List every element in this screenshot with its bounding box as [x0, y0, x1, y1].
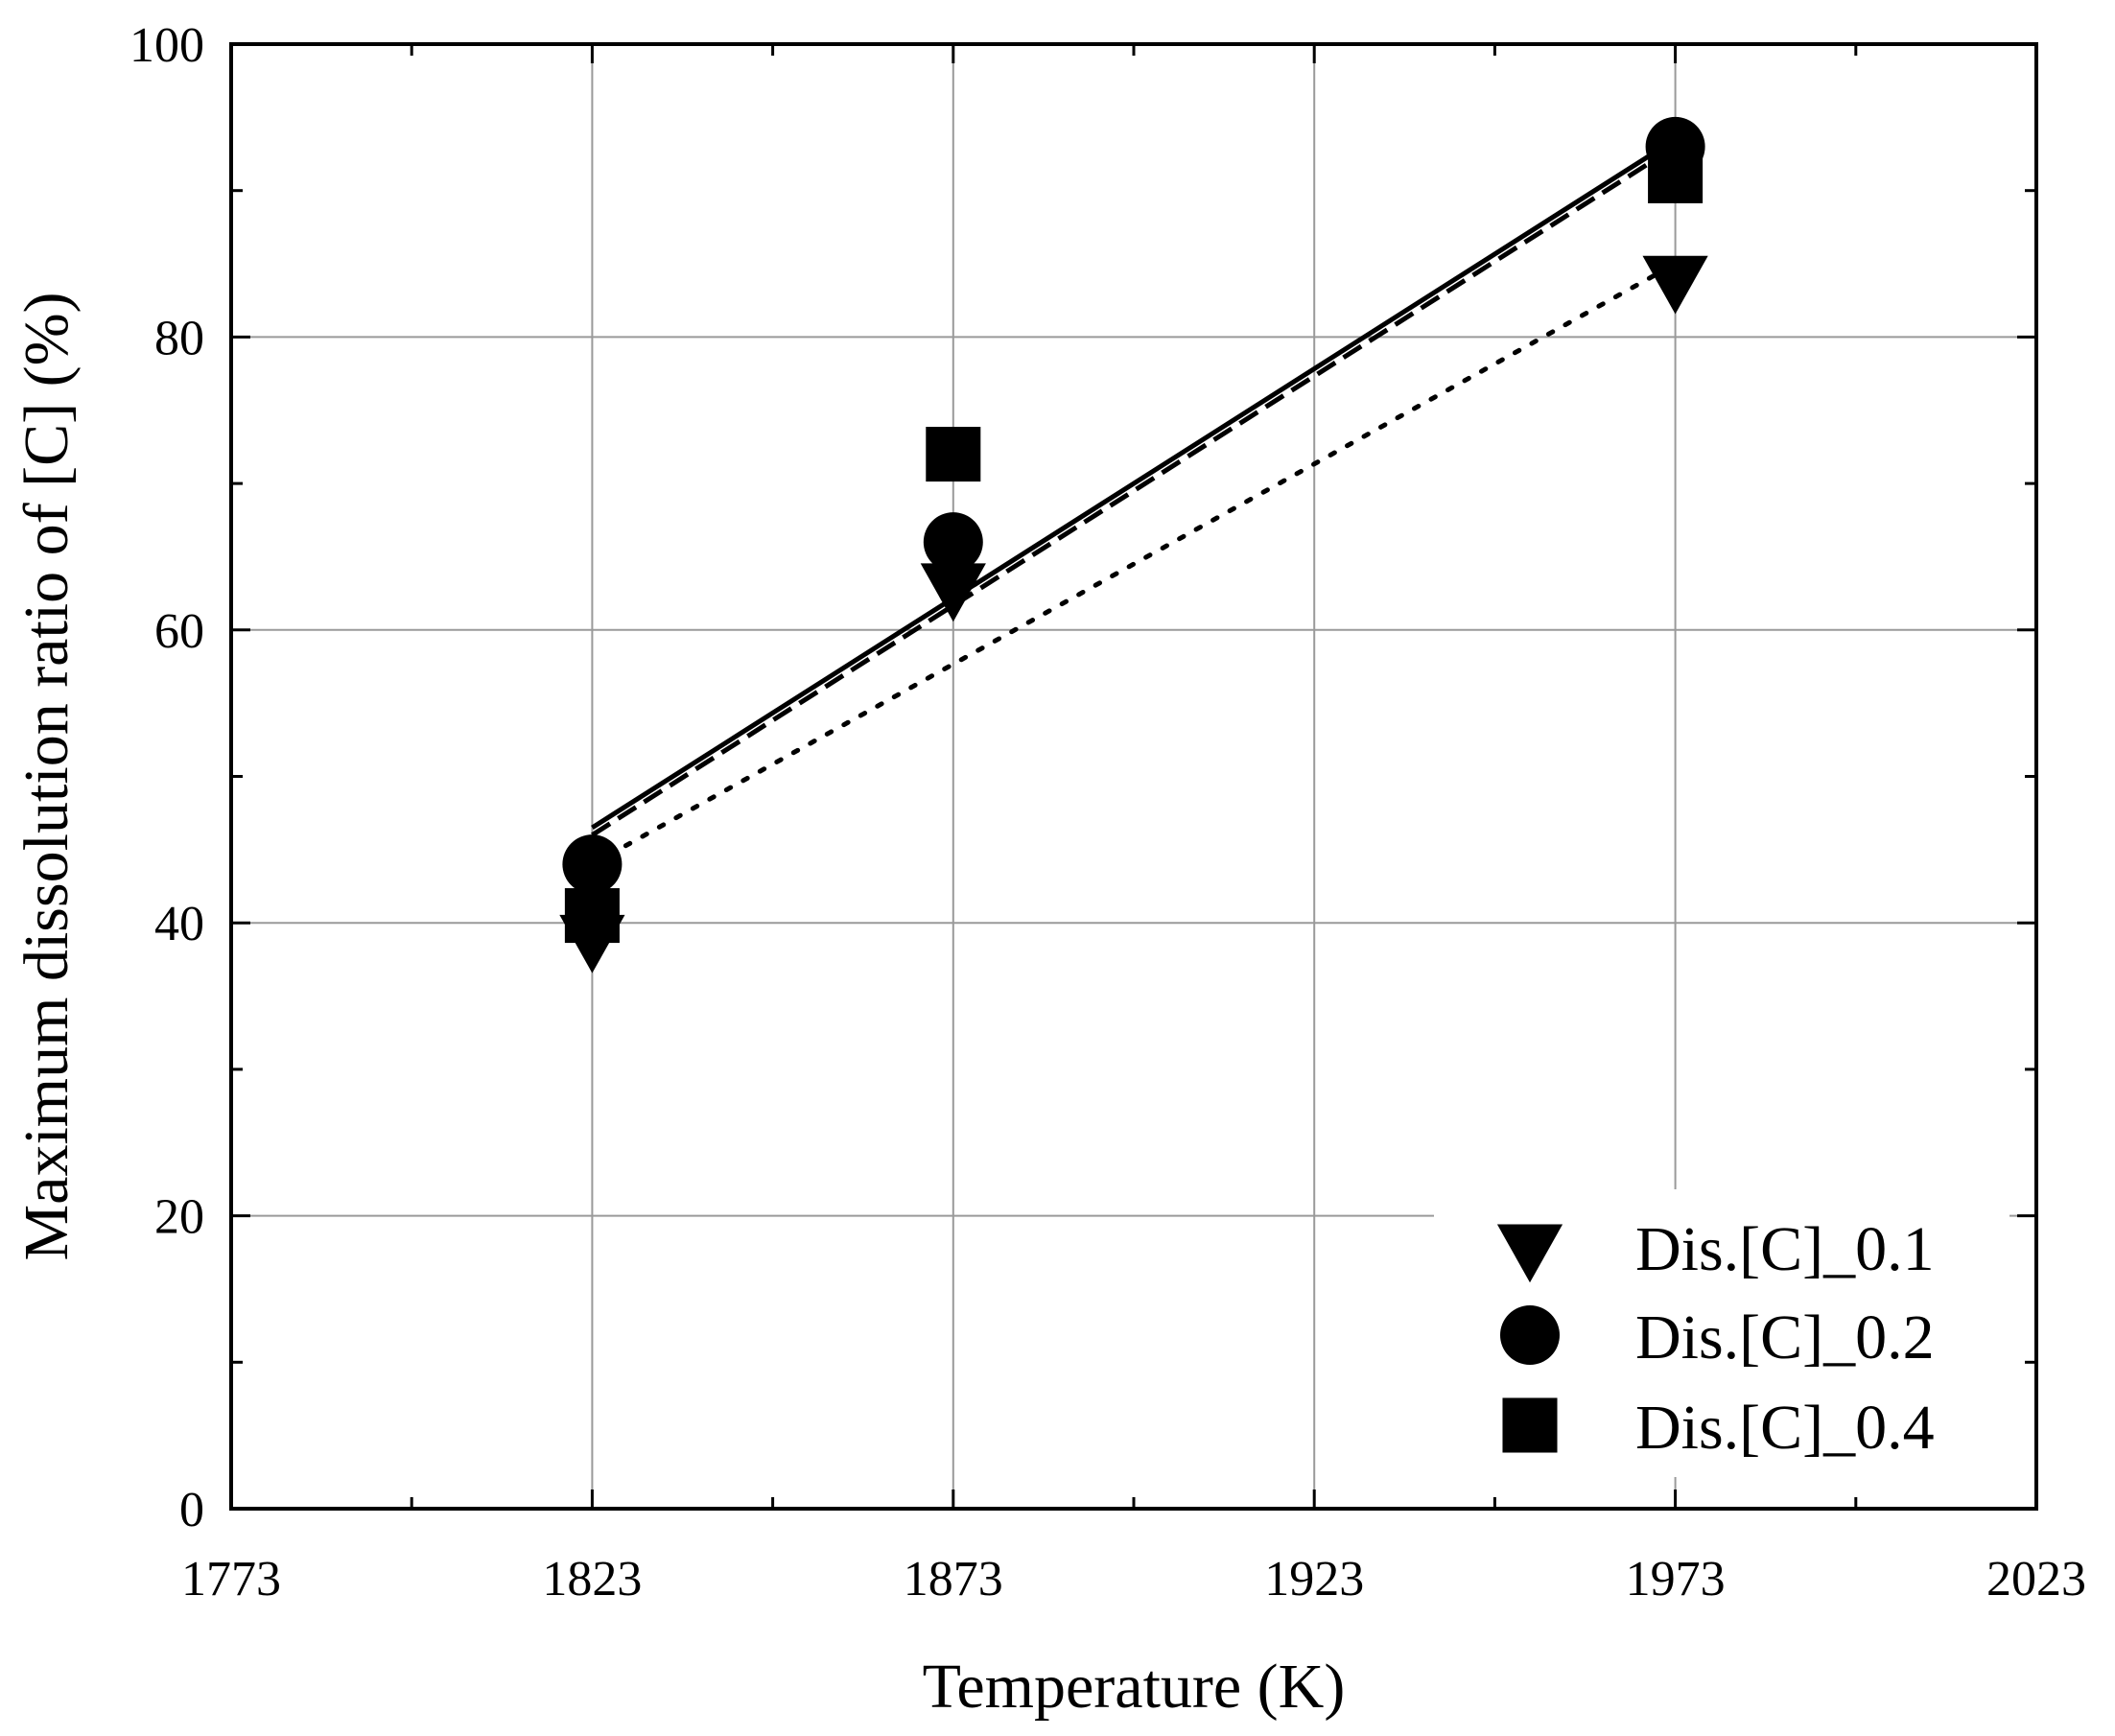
y-tick-label: 20 — [154, 1190, 204, 1245]
fit-line-dotted — [589, 261, 1679, 867]
data-point-circle — [1645, 116, 1705, 176]
x-axis-title: Temperature (K) — [923, 1652, 1346, 1722]
fit-lines — [589, 137, 1679, 867]
x-tick-label: 2023 — [1986, 1552, 2086, 1607]
data-point-circle — [562, 834, 623, 895]
fit-line-solid — [591, 137, 1677, 831]
legend: Dis.[C]_0.1 Dis.[C]_0.2 Dis.[C]_0.4 — [1434, 1189, 2009, 1477]
legend-label: Dis.[C]_0.2 — [1635, 1302, 1935, 1372]
x-tick-label: 1823 — [542, 1552, 642, 1607]
data-point-triangle-down — [1642, 255, 1708, 315]
plot-frame — [229, 42, 2038, 1511]
y-tick-label: 80 — [154, 311, 204, 365]
x-tick-label: 1923 — [1264, 1552, 1364, 1607]
legend-label: Dis.[C]_0.4 — [1635, 1393, 1935, 1463]
legend-marker-square — [1502, 1397, 1558, 1453]
legend-marker-circle — [1500, 1305, 1560, 1365]
y-tick-label: 40 — [154, 897, 204, 951]
data-point-circle — [923, 512, 983, 573]
data-point-square — [926, 427, 981, 482]
tick-labels: 1773 1823 1873 1923 1973 2023 0 20 40 60 80 100 — [129, 18, 2086, 1607]
y-tick-label: 0 — [179, 1483, 204, 1537]
y-tick-label: 60 — [154, 604, 204, 659]
data-point-triangle-down — [920, 563, 986, 622]
y-tick-label: 100 — [129, 18, 204, 73]
data-points — [559, 116, 1708, 974]
data-point-square — [564, 888, 620, 944]
legend-label: Dis.[C]_0.1 — [1635, 1214, 1935, 1284]
x-tick-label: 1873 — [904, 1552, 1003, 1607]
x-tick-label: 1773 — [181, 1552, 281, 1607]
y-axis-title: Maximum dissolution ratio of [C] (%) — [12, 292, 82, 1260]
legend-marker-triangle-down — [1496, 1224, 1563, 1283]
x-tick-label: 1973 — [1626, 1552, 1726, 1607]
